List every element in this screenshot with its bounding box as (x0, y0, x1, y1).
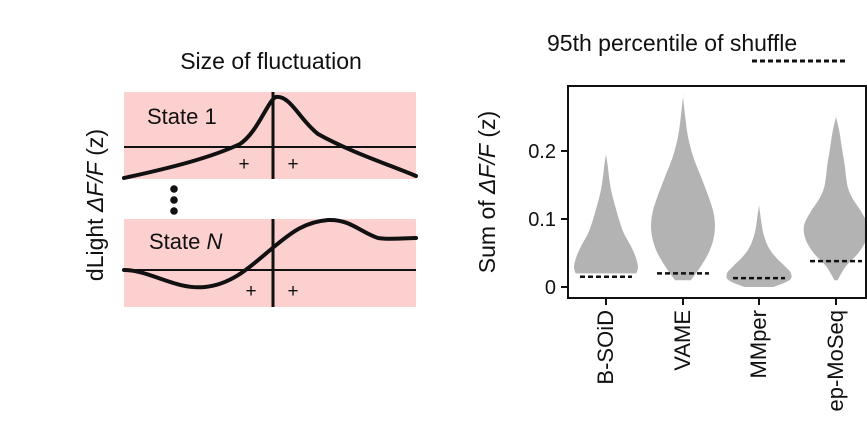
schematic-ylabel: dLight ΔF/F (z) (82, 129, 108, 281)
plot-frame (567, 85, 867, 299)
stateN-plus-left: + (245, 281, 256, 302)
y-tick-label: 0.2 (528, 141, 556, 163)
stateN-label: State N (149, 229, 222, 254)
violin-b-soid (573, 153, 639, 274)
violin-vame (651, 94, 715, 281)
x-tick-label: VAME (670, 310, 695, 371)
state1-trace (122, 95, 418, 180)
violin-chart: 95th percentile of shuffle Sum of ΔF/F (… (474, 30, 867, 412)
violin-mmper (726, 203, 792, 287)
chart-ylabel: Sum of ΔF/F (z) (474, 111, 500, 273)
state1-plus-right: + (287, 154, 298, 175)
ellipsis-dots (170, 185, 178, 215)
state1-plus-left: + (238, 154, 249, 175)
legend-label: 95th percentile of shuffle (547, 30, 797, 56)
stateN-plus-right: + (287, 281, 298, 302)
y-tick-label: 0 (545, 277, 556, 299)
fluctuation-schematic: Size of fluctuation dLight ΔF/F (z) Stat… (82, 48, 418, 307)
x-tick-label: MMper (746, 310, 771, 378)
violin-keypoint-moseq (803, 115, 867, 281)
axis-layer: 0 0.1 0.2 B-SOiD VAME MMper ep-MoSeq (528, 85, 867, 412)
stateN-trace (122, 217, 418, 290)
y-tick-label: 0.1 (528, 209, 556, 231)
x-tick-label: ep-MoSeq (823, 310, 848, 412)
x-tick-label: B-SOiD (593, 310, 618, 385)
state1-label: State 1 (147, 104, 217, 129)
violin-layer (573, 94, 867, 287)
schematic-title: Size of fluctuation (180, 48, 362, 74)
